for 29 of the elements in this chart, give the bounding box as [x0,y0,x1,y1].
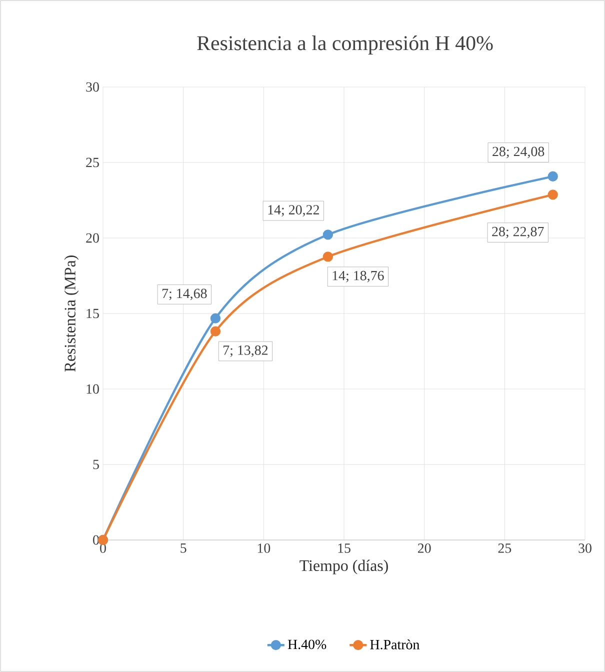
data-label: 7; 13,82 [224,345,268,357]
data-label: 28; 24,08 [492,146,544,158]
point [210,326,221,336]
data-label: 14; 18,76 [332,270,384,282]
data-label: 7; 14,68 [162,288,207,300]
x-axis-title: Tiempo (días) [300,560,388,574]
x-tick-label: 15 [338,544,350,553]
x-tick-label: 20 [418,544,431,553]
point [210,313,221,324]
legend-label: H.Patròn [370,639,420,650]
point [548,171,558,182]
point [548,190,558,200]
x-tick-label: 30 [578,544,592,553]
y-tick-label: 10 [86,384,99,394]
y-tick-label: 15 [86,308,99,318]
y-tick-label: 5 [93,460,99,470]
y-tick-label: 25 [86,158,99,168]
point [322,252,334,262]
point [322,230,334,240]
data-label: 28; 22,87 [492,226,544,238]
y-tick-label: 30 [86,82,99,92]
data-label: 14; 20,22 [268,205,319,216]
x-tick-label: 25 [498,544,512,553]
y-axis-title: Resistencia (MPa) [64,256,79,372]
chart-title: Resistencia a la compresión H 40% [197,35,493,54]
x-tick-label: 5 [180,544,186,553]
x-tick-label: 10 [258,544,270,553]
legend-label: H.40% [288,640,326,650]
y-tick-label: 20 [86,233,99,243]
